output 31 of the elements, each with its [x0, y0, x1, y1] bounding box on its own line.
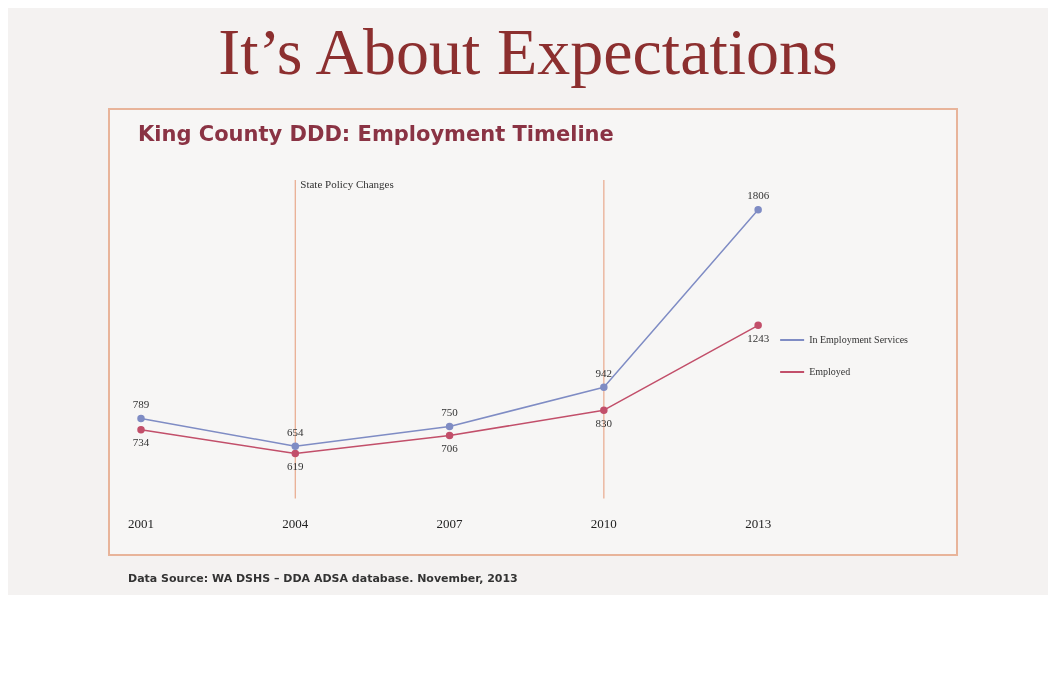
- data-label: 706: [441, 441, 459, 454]
- data-label: 1806: [747, 189, 770, 202]
- x-tick-label: 2004: [282, 515, 309, 531]
- legend-label: In Employment Services: [809, 333, 909, 345]
- x-tick-label: 2010: [590, 515, 617, 531]
- point: [445, 431, 454, 440]
- point: [754, 321, 762, 330]
- point: [291, 449, 300, 458]
- point: [291, 442, 300, 451]
- data-label: 750: [441, 405, 459, 418]
- data-label: 734: [132, 436, 150, 449]
- x-tick-label: 2001: [128, 515, 154, 531]
- point: [137, 414, 145, 423]
- x-tick-label: 2013: [745, 515, 772, 531]
- point: [600, 406, 608, 414]
- chart-subtitle: King County DDD: Employment Timeline: [138, 122, 615, 146]
- ref-line-label: State Policy Changes: [300, 178, 394, 191]
- point: [754, 206, 762, 214]
- data-label: 654: [287, 425, 305, 438]
- data-label: 789: [132, 397, 150, 410]
- point: [137, 426, 145, 434]
- data-label: 830: [595, 416, 613, 429]
- x-tick-label: 2007: [436, 515, 464, 531]
- legend-label: Employed: [809, 365, 851, 377]
- data-label: 619: [287, 459, 305, 472]
- point: [445, 422, 454, 431]
- data-label: 1243: [747, 331, 770, 344]
- data-label: 942: [595, 366, 613, 379]
- point: [600, 383, 608, 391]
- chart-title: It’s About Expectations: [217, 14, 839, 90]
- source-note: Data Source: WA DSHS – DDA ADSA database. November, 2013: [128, 572, 519, 585]
